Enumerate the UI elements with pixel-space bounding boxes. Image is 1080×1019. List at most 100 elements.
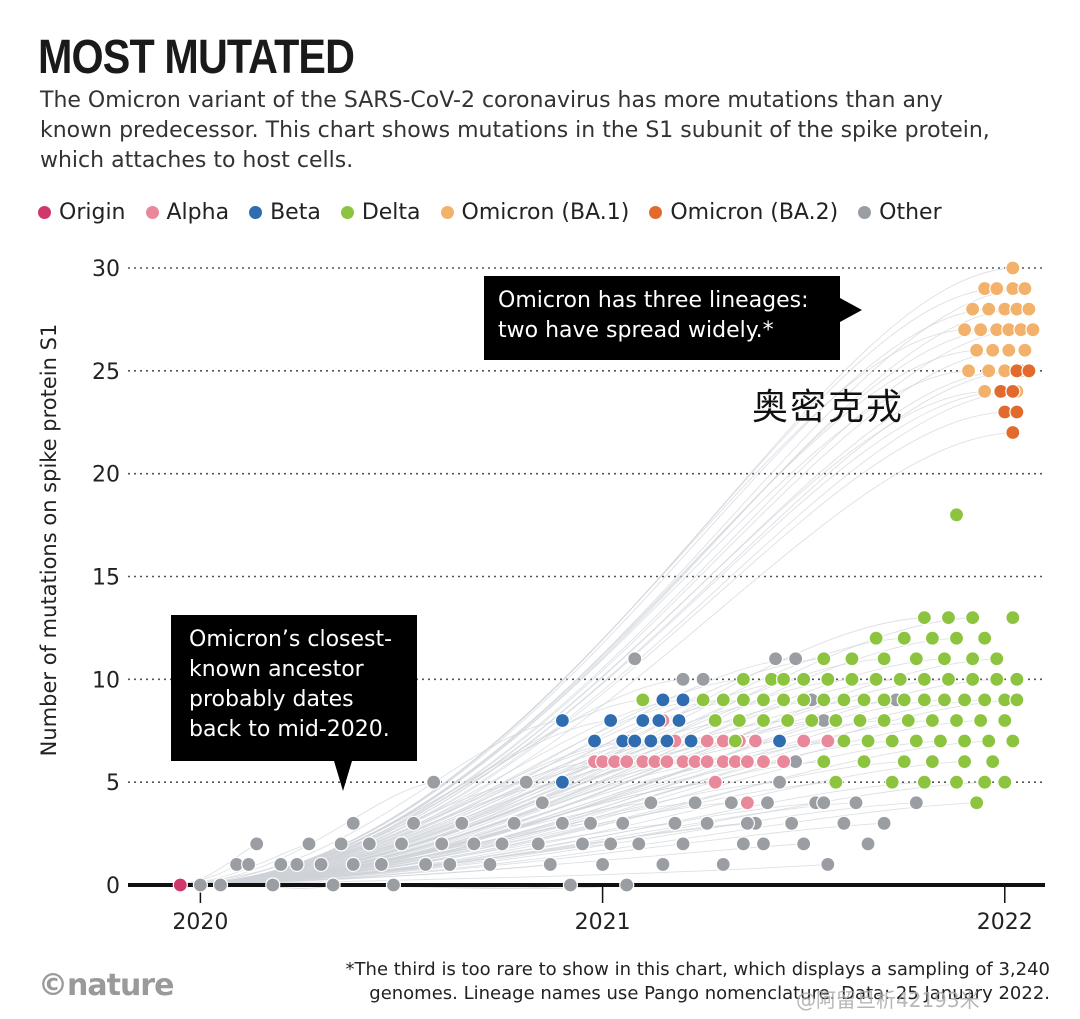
point-delta xyxy=(1005,610,1021,626)
point-delta xyxy=(977,774,993,790)
y-tick-label-30: 30 xyxy=(92,257,120,282)
point-omicron-ba-1 xyxy=(1005,260,1021,276)
point-delta xyxy=(948,630,965,646)
point-delta xyxy=(1009,671,1025,687)
point-delta xyxy=(956,753,973,770)
point-other xyxy=(836,815,852,831)
lineage-line xyxy=(180,781,925,886)
point-delta xyxy=(948,507,965,523)
chart-subtitle: The Omicron variant of the SARS-CoV-2 co… xyxy=(40,88,990,173)
point-delta xyxy=(956,692,973,708)
point-delta xyxy=(916,692,932,708)
lineage-line xyxy=(180,329,965,886)
point-other xyxy=(434,836,450,852)
callout-omicron-line-2: two have spread widely.* xyxy=(498,318,774,343)
point-other xyxy=(860,836,876,852)
point-delta xyxy=(836,692,852,708)
point-delta xyxy=(936,692,953,708)
point-other xyxy=(506,815,522,831)
point-delta xyxy=(876,692,892,708)
point-omicron-ba-1 xyxy=(1025,322,1041,338)
legend-label-omicron-ba1: Omicron (BA.1) xyxy=(461,200,630,225)
point-delta xyxy=(828,774,844,790)
point-other xyxy=(699,815,715,831)
point-beta xyxy=(554,774,570,790)
callout-ancestor-line-1: Omicron’s closest- xyxy=(189,627,393,652)
point-delta xyxy=(989,651,1005,667)
point-alpha xyxy=(820,733,836,749)
point-delta xyxy=(860,733,876,749)
point-alpha xyxy=(739,795,755,811)
point-delta xyxy=(981,733,997,749)
point-delta xyxy=(775,671,792,687)
point-other xyxy=(385,877,402,893)
point-other xyxy=(816,795,832,811)
lineage-line xyxy=(180,390,1001,886)
point-delta xyxy=(868,671,884,687)
point-delta xyxy=(896,692,912,708)
point-delta xyxy=(1009,692,1025,708)
point-other xyxy=(466,836,482,852)
x-tick-label-2020: 2020 xyxy=(172,910,228,935)
point-omicron-ba-1 xyxy=(973,322,989,338)
legend-swatch-beta xyxy=(249,206,263,219)
point-beta xyxy=(635,712,651,729)
point-alpha xyxy=(619,753,635,770)
legend-swatch-delta xyxy=(340,206,354,219)
point-delta xyxy=(908,733,924,749)
legend-label-omicron-ba2: Omicron (BA.2) xyxy=(670,200,839,225)
x-tick-label-2021: 2021 xyxy=(575,910,631,935)
legend-item-beta: Beta xyxy=(249,200,321,225)
point-other xyxy=(373,856,389,873)
callout-ancestor-line-2: known ancestor xyxy=(189,657,364,682)
legend-swatch-omicron-ba2 xyxy=(649,206,663,219)
point-omicron-ba-1 xyxy=(977,383,993,399)
point-delta xyxy=(735,671,751,687)
point-delta xyxy=(844,671,860,687)
point-delta xyxy=(932,733,949,749)
point-beta xyxy=(671,712,687,729)
point-delta xyxy=(856,692,872,708)
point-origin xyxy=(172,877,188,893)
point-other xyxy=(301,836,317,852)
point-other xyxy=(723,795,739,811)
point-delta xyxy=(775,692,792,708)
point-beta xyxy=(675,692,691,708)
lineage-line xyxy=(180,781,985,886)
point-omicron-ba-1 xyxy=(1017,280,1033,297)
overlay-chinese-label: 奥密克戎 xyxy=(752,387,905,428)
point-delta xyxy=(836,733,852,749)
point-omicron-ba-2 xyxy=(1021,363,1037,379)
point-other xyxy=(273,856,289,873)
point-omicron-ba-1 xyxy=(989,280,1005,297)
point-other xyxy=(494,836,510,852)
point-omicron-ba-1 xyxy=(1021,301,1037,317)
point-beta xyxy=(603,712,619,729)
legend-item-delta: Delta xyxy=(340,200,421,225)
point-other xyxy=(631,836,647,852)
legend-label-origin: Origin xyxy=(59,200,126,225)
lineage-line xyxy=(180,308,989,886)
point-delta xyxy=(896,753,912,770)
point-delta xyxy=(816,692,832,708)
point-other xyxy=(442,856,458,873)
point-delta xyxy=(755,692,772,708)
point-delta xyxy=(852,712,868,729)
point-delta xyxy=(635,692,651,708)
lineage-line xyxy=(180,740,989,886)
legend-item-omicron-ba2: Omicron (BA.2) xyxy=(649,200,838,225)
point-other xyxy=(454,815,470,831)
point-other xyxy=(426,774,442,790)
legend-label-beta: Beta xyxy=(270,200,321,225)
point-other xyxy=(405,815,422,831)
point-other xyxy=(345,815,361,831)
point-other xyxy=(615,815,631,831)
point-delta xyxy=(731,712,747,729)
y-tick-label-25: 25 xyxy=(92,360,120,385)
point-delta xyxy=(896,630,912,646)
point-other xyxy=(594,856,611,873)
point-delta xyxy=(876,651,892,667)
lineage-line xyxy=(180,740,844,886)
point-delta xyxy=(755,712,772,729)
point-other xyxy=(482,856,498,873)
